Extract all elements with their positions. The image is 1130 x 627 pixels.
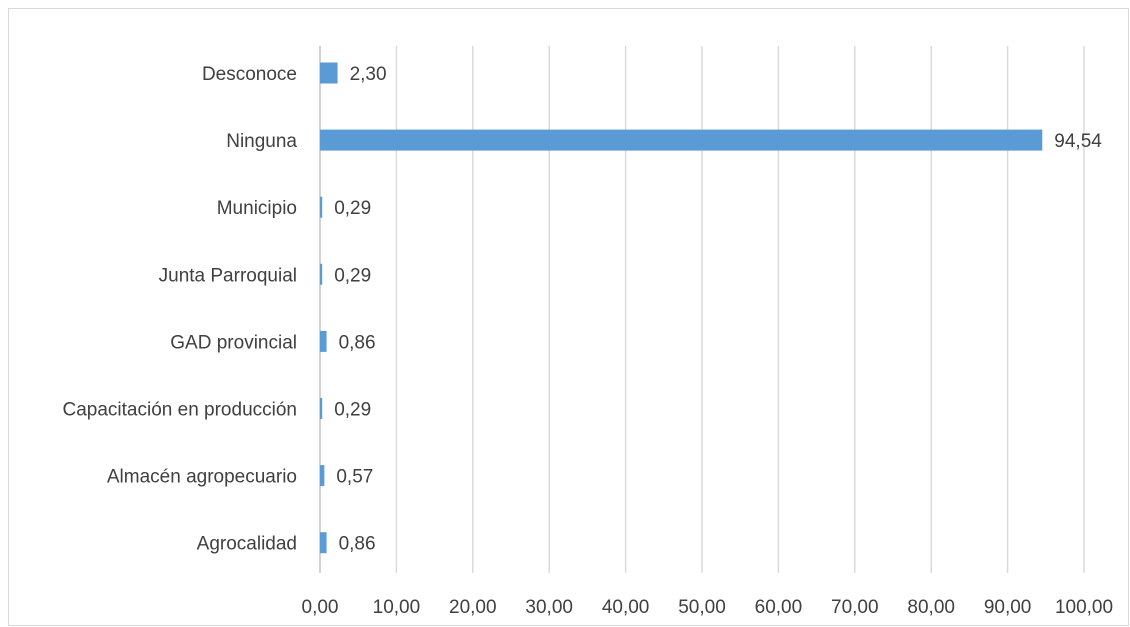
chart-frame: Desconoce Ninguna Municipio Junta Parroquia… <box>8 8 1129 626</box>
bar <box>320 196 323 218</box>
bar <box>320 263 323 285</box>
bar-chart: Desconoce Ninguna Municipio Junta Parroquia… <box>63 46 1114 618</box>
x-tick-label: 20,00 <box>449 597 497 618</box>
bar <box>320 532 327 554</box>
bars <box>320 62 1043 554</box>
bar <box>320 330 327 352</box>
x-tick-label: 10,00 <box>373 597 421 618</box>
category-label: Ninguna <box>226 131 297 152</box>
data-label: 0,29 <box>334 198 371 219</box>
category-label: Almacén agropecuario <box>107 467 297 488</box>
bar <box>320 465 325 487</box>
category-label: Capacitación en producción <box>63 400 298 421</box>
x-tick-label: 100,00 <box>1055 597 1113 618</box>
data-label: 0,86 <box>339 332 376 353</box>
data-label: 2,30 <box>350 64 387 85</box>
x-tick-label: 80,00 <box>907 597 955 618</box>
category-label: Agrocalidad <box>197 534 297 555</box>
category-label: Municipio <box>217 198 297 219</box>
bar <box>320 398 323 419</box>
data-label: 94,54 <box>1054 131 1102 152</box>
x-tick-label: 50,00 <box>678 597 726 618</box>
category-label: Desconoce <box>202 64 297 85</box>
category-labels: Desconoce Ninguna Municipio Junta Parroquia… <box>63 64 298 555</box>
x-axis-ticks: 0,00 10,00 20,00 30,00 40,00 50,00 60,00 70,00 8… <box>302 597 1114 618</box>
category-label: Junta Parroquial <box>159 265 297 286</box>
data-label: 0,29 <box>334 400 371 421</box>
x-tick-label: 70,00 <box>831 597 879 618</box>
data-label: 0,29 <box>334 265 371 286</box>
x-tick-label: 60,00 <box>755 597 803 618</box>
bar <box>320 62 338 84</box>
x-tick-label: 40,00 <box>602 597 650 618</box>
x-tick-label: 30,00 <box>525 597 573 618</box>
gridlines <box>319 46 1085 573</box>
x-tick-label: 90,00 <box>984 597 1032 618</box>
bar <box>320 129 1043 151</box>
x-tick-label: 0,00 <box>302 597 339 618</box>
category-label: GAD provincial <box>170 332 297 353</box>
data-label: 0,57 <box>336 467 373 488</box>
data-label: 0,86 <box>339 534 376 555</box>
value-labels: 2,30 94,54 0,29 0,29 0,86 0,29 0,57 0,86 <box>334 64 1102 555</box>
